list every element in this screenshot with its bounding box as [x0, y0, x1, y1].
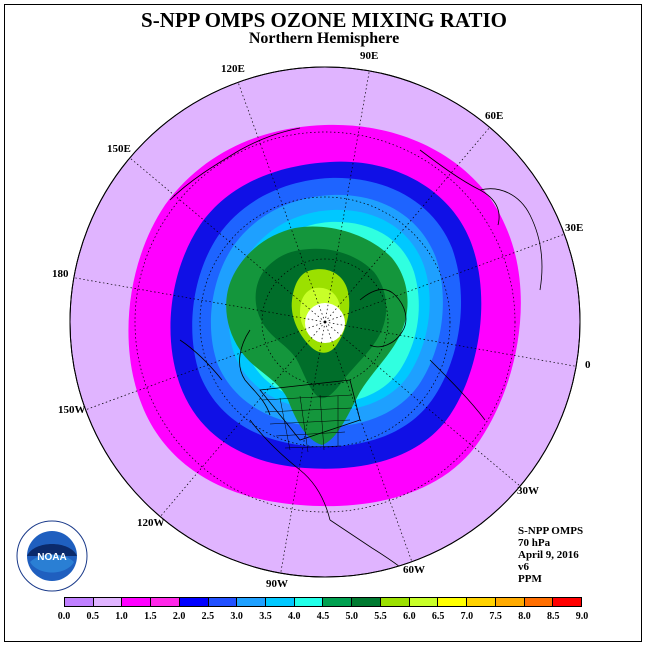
color-bar-tick-label: 2.0 [172, 611, 186, 622]
color-bar-segment-6.0 [409, 598, 439, 606]
color-bar-segment-1.5 [151, 598, 180, 606]
color-bar-tick-label: 8.0 [518, 611, 531, 622]
info-level: 70 hPa [518, 537, 551, 549]
lon-label-30w: 30W [517, 485, 539, 497]
color-bar-tick-label: 6.0 [403, 611, 416, 622]
color-bar-segment-3.5 [266, 598, 295, 606]
color-bar-tick-label: 0.5 [86, 611, 100, 622]
color-bar-tick-label: 7.5 [489, 611, 502, 622]
color-bar-segment-2.5 [208, 598, 238, 606]
color-bar-tick-label: 8.5 [546, 611, 560, 622]
map-title: S-NPP OMPS OZONE MIXING RATIO [141, 8, 507, 32]
info-block: S-NPP OMPS 70 hPa April 9, 2016 v6 PPM [518, 525, 583, 585]
meridian-lines [70, 67, 580, 577]
lon-label-120e: 120E [221, 63, 245, 75]
color-bar [64, 597, 582, 607]
plot-frame [4, 4, 642, 642]
color-bar-tick-label: 1.5 [144, 611, 157, 622]
color-bar-tick-label: 2.5 [201, 611, 215, 622]
lon-label-90w: 90W [266, 578, 288, 590]
color-bar-segment-5.0 [352, 598, 381, 606]
color-bar-segment-8.0 [524, 598, 554, 606]
color-bar-segment-0.0 [65, 598, 94, 606]
color-bar-tick-label: 3.5 [259, 611, 272, 622]
coastlines [169, 127, 543, 576]
lon-label-150e: 150E [107, 143, 131, 155]
color-bar-tick-label: 6.5 [431, 611, 445, 622]
lon-label-60w: 60W [403, 564, 425, 576]
color-bar-tick-label: 3.0 [230, 611, 243, 622]
lon-label-90e: 90E [360, 50, 379, 62]
color-bar-tick-label: 9.0 [575, 611, 589, 622]
lon-label-120w: 120W [137, 517, 165, 529]
color-bar-tick-label: 4.5 [316, 611, 330, 622]
info-version: v6 [518, 561, 529, 573]
color-bar-segment-1.0 [122, 598, 152, 606]
latitude-lines [134, 131, 516, 513]
color-bar-tick-label: 5.0 [345, 611, 359, 622]
color-bar-segment-8.5 [553, 598, 581, 606]
lon-label-30e: 30E [565, 222, 584, 234]
color-bar-segment-7.0 [467, 598, 496, 606]
color-bar-tick-label: 7.0 [460, 611, 474, 622]
noaa-logo: NOAA [16, 520, 88, 592]
color-bar-tick-label: 5.5 [374, 611, 387, 622]
color-bar-tick-label: 0.0 [57, 611, 71, 622]
color-bar-segment-4.0 [294, 598, 324, 606]
color-bar-segment-4.5 [323, 598, 353, 606]
info-date: April 9, 2016 [518, 549, 579, 561]
color-bar-ticks: 0.0 0.5 1.0 1.5 2.0 2.5 3.0 3.5 4.0 4.5 5.0 5.5 6.0 6… [58, 611, 589, 625]
color-bar-tick-label: 4.0 [287, 611, 301, 622]
color-bar-tick-label: 1.0 [115, 611, 128, 622]
lon-label-180: 180 [52, 268, 69, 280]
lon-label-0: 0 [585, 359, 591, 371]
color-bar-segment-5.5 [380, 598, 410, 606]
us-boundaries [261, 394, 353, 453]
color-bar-segment-7.5 [495, 598, 525, 606]
color-bar-segment-2.0 [179, 598, 209, 606]
color-bar-segment-3.0 [237, 598, 267, 606]
lon-label-60e: 60E [485, 110, 504, 122]
info-units: PPM [518, 573, 542, 585]
lon-label-150w: 150W [58, 404, 86, 416]
map-subtitle: Northern Hemisphere [248, 30, 400, 47]
color-bar-segment-6.5 [438, 598, 468, 606]
color-bar-segment-0.5 [93, 598, 123, 606]
noaa-logo-text: NOAA [37, 552, 66, 563]
info-instrument: S-NPP OMPS [518, 525, 584, 537]
